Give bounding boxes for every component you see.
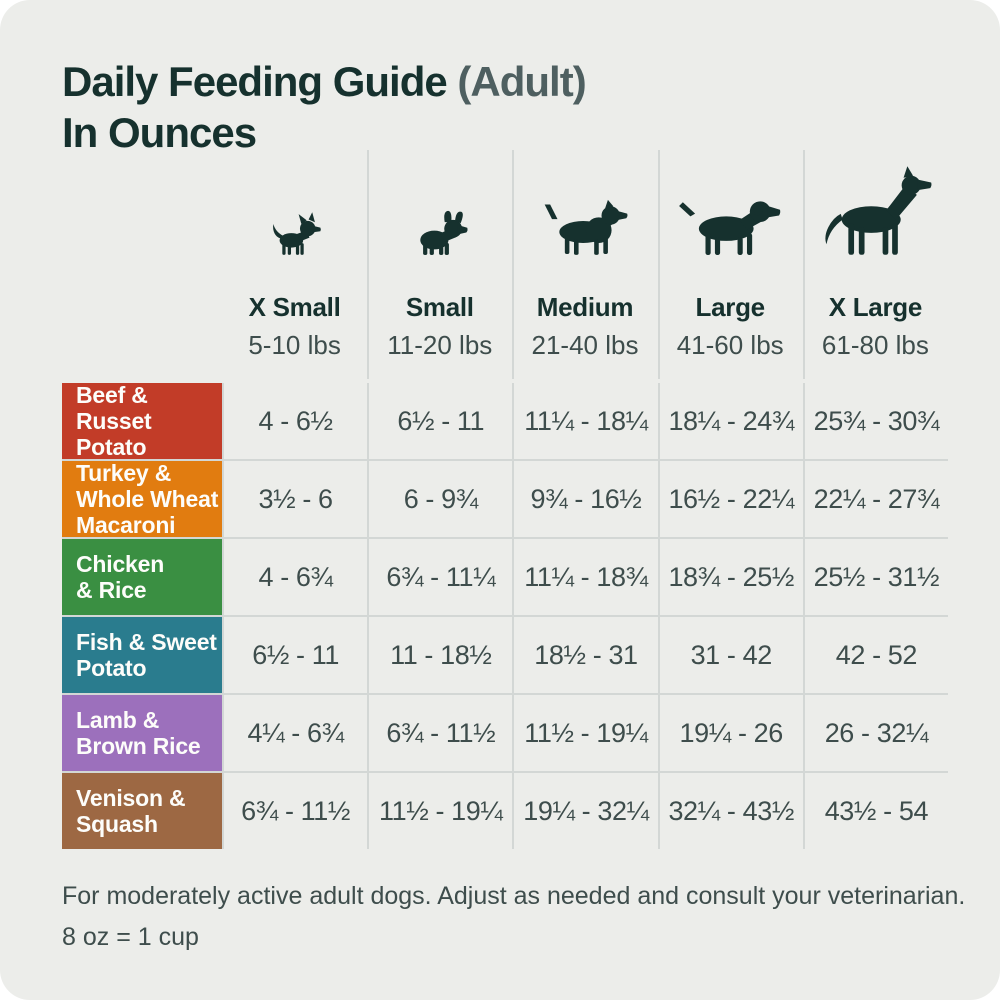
feeding-table: Beef & Russet Potato 4 - 6½ 6½ - 11 11¼ … — [62, 382, 948, 849]
feeding-range-cell: 11¼ - 18¼ — [514, 383, 658, 459]
column-divider — [512, 150, 514, 379]
footnote-line1: For moderately active adult dogs. Adjust… — [62, 882, 966, 910]
dog-xlarge-icon-box — [816, 152, 934, 256]
size-weight: 5-10 lbs — [248, 330, 341, 360]
labrador-icon — [679, 201, 781, 256]
size-weight: 21-40 lbs — [531, 330, 639, 360]
size-column-small: Small 11-20 lbs — [367, 152, 512, 361]
size-name: X Large — [828, 292, 923, 322]
feeding-range-cell: 6¾ - 11¼ — [369, 539, 513, 615]
size-column-large: Large 41-60 lbs — [658, 152, 803, 361]
feeding-range-cell: 6½ - 11 — [369, 383, 513, 459]
feeding-range-cell: 4 - 6¾ — [224, 539, 368, 615]
french-bulldog-icon — [420, 210, 468, 256]
size-column-medium: Medium 21-40 lbs — [512, 152, 657, 361]
feeding-range-cell: 25¾ - 30¾ — [804, 383, 948, 459]
feeding-range-cell: 6¾ - 11½ — [224, 773, 368, 849]
size-name: Large — [695, 292, 766, 322]
feeding-range-cell: 18¼ - 24¾ — [659, 383, 803, 459]
recipe-label-turkey-whole-wheat-macaroni: Turkey & Whole Wheat Macaroni — [62, 460, 222, 538]
page-title: Daily Feeding Guide (Adult) In Ounces — [62, 56, 587, 158]
size-weight: 11-20 lbs — [387, 330, 493, 360]
recipe-label-beef-russet-potato: Beef & Russet Potato — [62, 382, 222, 460]
recipe-label-fish-sweet-potato: Fish & Sweet Potato — [62, 617, 222, 693]
title-adult: (Adult) — [457, 58, 586, 105]
feeding-range-cell: 22¼ - 27¾ — [804, 461, 948, 537]
feeding-range-cell: 11½ - 19¼ — [514, 695, 658, 771]
dog-small-icon-box — [409, 152, 471, 256]
recipe-label-lamb-brown-rice: Lamb & Brown Rice — [62, 695, 222, 771]
feeding-range-cell: 6½ - 11 — [224, 617, 368, 693]
size-weight: 41-60 lbs — [676, 330, 784, 360]
chihuahua-icon — [272, 212, 321, 255]
feeding-range-cell: 11 - 18½ — [369, 617, 513, 693]
title-main: Daily Feeding Guide — [62, 58, 458, 105]
feeding-range-cell: 4¼ - 6¾ — [224, 695, 368, 771]
feeding-range-cell: 6¾ - 11½ — [369, 695, 513, 771]
footnote-line2: 8 oz = 1 cup — [62, 923, 199, 951]
feeding-range-cell: 42 - 52 — [804, 617, 948, 693]
size-weight: 61-80 lbs — [821, 330, 929, 360]
size-name: Medium — [536, 292, 634, 322]
feeding-range-cell: 3½ - 6 — [224, 461, 368, 537]
feeding-range-cell: 9¾ - 16½ — [514, 461, 658, 537]
feeding-range-cell: 25½ - 31½ — [804, 539, 948, 615]
feeding-range-cell: 11¼ - 18¾ — [514, 539, 658, 615]
dog-medium-icon-box — [541, 152, 629, 256]
size-column-xsmall: X Small 5-10 lbs — [222, 152, 367, 361]
feeding-range-cell: 16½ - 22¼ — [659, 461, 803, 537]
feeding-range-cell: 6 - 9¾ — [369, 461, 513, 537]
feeding-range-cell: 4 - 6½ — [224, 383, 368, 459]
dog-xsmall-icon-box — [266, 152, 324, 256]
feeding-range-cell: 31 - 42 — [659, 617, 803, 693]
footnote: For moderately active adult dogs. Adjust… — [62, 876, 965, 958]
column-divider — [367, 150, 369, 379]
pit-bull-icon — [544, 199, 628, 255]
title-line2: In Ounces — [62, 109, 257, 156]
recipe-label-venison-squash: Venison & Squash — [62, 773, 222, 849]
column-divider — [658, 150, 660, 379]
size-name: X Small — [248, 292, 341, 322]
feeding-range-cell: 19¼ - 26 — [659, 695, 803, 771]
title-line1: Daily Feeding Guide (Adult) — [62, 56, 587, 107]
feeding-range-cell: 18¾ - 25½ — [659, 539, 803, 615]
column-divider — [803, 150, 805, 379]
size-column-xlarge: X Large 61-80 lbs — [803, 152, 948, 361]
great-dane-icon — [825, 166, 932, 255]
size-header-row: X Small 5-10 lbs — [222, 152, 948, 361]
feeding-range-cell: 19¼ - 32¼ — [514, 773, 658, 849]
size-name: Small — [405, 292, 474, 322]
recipe-label-chicken-rice: Chicken & Rice — [62, 539, 222, 615]
feeding-range-cell: 11½ - 19¼ — [369, 773, 513, 849]
feeding-range-cell: 43½ - 54 — [804, 773, 948, 849]
dog-large-icon-box — [677, 152, 783, 256]
feeding-range-cell: 32¼ - 43½ — [659, 773, 803, 849]
feeding-range-cell: 18½ - 31 — [514, 617, 658, 693]
feeding-range-cell: 26 - 32¼ — [804, 695, 948, 771]
